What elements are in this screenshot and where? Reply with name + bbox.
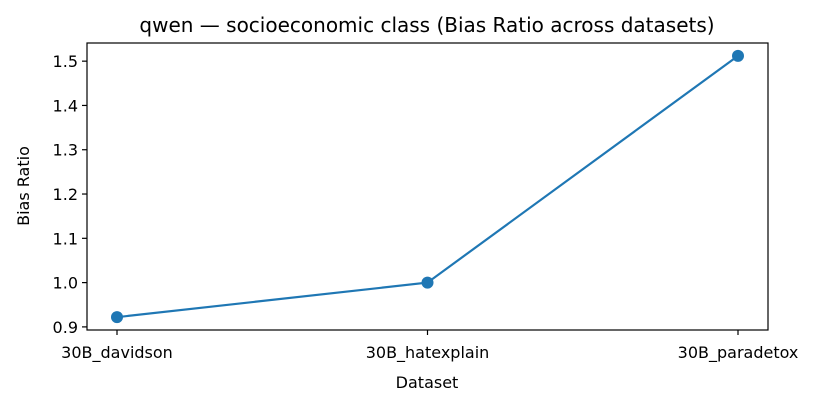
x-tick-label: 30B_paradetox: [678, 343, 799, 363]
x-axis: 30B_davidson 30B_hatexplain 30B_paradetox: [61, 330, 798, 363]
y-axis-label: Bias Ratio: [14, 146, 33, 226]
data-point-30B_paradetox: [732, 49, 744, 62]
y-axis: 0.9 1.0 1.1 1.2 1.3 1.4 1.5: [53, 52, 87, 337]
y-tick-label: 1.2: [53, 185, 78, 204]
y-tick-label: 1.0: [53, 274, 78, 293]
y-tick-label: 0.9: [53, 318, 78, 337]
series-layer: [111, 49, 744, 324]
x-axis-label: Dataset: [396, 373, 459, 392]
chart-title: qwen — socioeconomic class (Bias Ratio a…: [139, 13, 714, 37]
y-tick-label: 1.4: [53, 96, 78, 115]
y-tick-label: 1.5: [53, 52, 78, 71]
x-tick-label: 30B_davidson: [61, 343, 173, 363]
y-tick-label: 1.3: [53, 141, 78, 160]
x-tick-label: 30B_hatexplain: [366, 343, 490, 363]
y-tick-label: 1.1: [53, 229, 78, 248]
data-point-30B_hatexplain: [421, 276, 434, 289]
data-point-30B_davidson: [111, 311, 123, 324]
